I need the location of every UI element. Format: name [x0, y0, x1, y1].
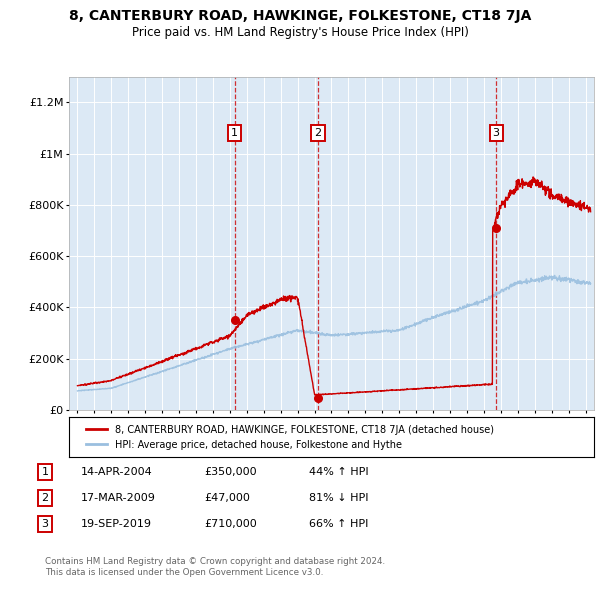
Text: 3: 3	[41, 519, 49, 529]
Text: 14-APR-2004: 14-APR-2004	[81, 467, 153, 477]
Text: 1: 1	[41, 467, 49, 477]
Text: £47,000: £47,000	[204, 493, 250, 503]
Legend: 8, CANTERBURY ROAD, HAWKINGE, FOLKESTONE, CT18 7JA (detached house), HPI: Averag: 8, CANTERBURY ROAD, HAWKINGE, FOLKESTONE…	[79, 418, 501, 457]
Text: 2: 2	[41, 493, 49, 503]
Text: 66% ↑ HPI: 66% ↑ HPI	[309, 519, 368, 529]
Text: Contains HM Land Registry data © Crown copyright and database right 2024.: Contains HM Land Registry data © Crown c…	[45, 558, 385, 566]
Text: £710,000: £710,000	[204, 519, 257, 529]
Text: 8, CANTERBURY ROAD, HAWKINGE, FOLKESTONE, CT18 7JA: 8, CANTERBURY ROAD, HAWKINGE, FOLKESTONE…	[69, 9, 531, 23]
Text: 1: 1	[231, 128, 238, 138]
Text: 19-SEP-2019: 19-SEP-2019	[81, 519, 152, 529]
Text: 3: 3	[493, 128, 500, 138]
Text: 81% ↓ HPI: 81% ↓ HPI	[309, 493, 368, 503]
Text: 17-MAR-2009: 17-MAR-2009	[81, 493, 156, 503]
Text: 2: 2	[314, 128, 322, 138]
Text: £350,000: £350,000	[204, 467, 257, 477]
Text: This data is licensed under the Open Government Licence v3.0.: This data is licensed under the Open Gov…	[45, 568, 323, 577]
Text: 44% ↑ HPI: 44% ↑ HPI	[309, 467, 368, 477]
Text: Price paid vs. HM Land Registry's House Price Index (HPI): Price paid vs. HM Land Registry's House …	[131, 26, 469, 39]
